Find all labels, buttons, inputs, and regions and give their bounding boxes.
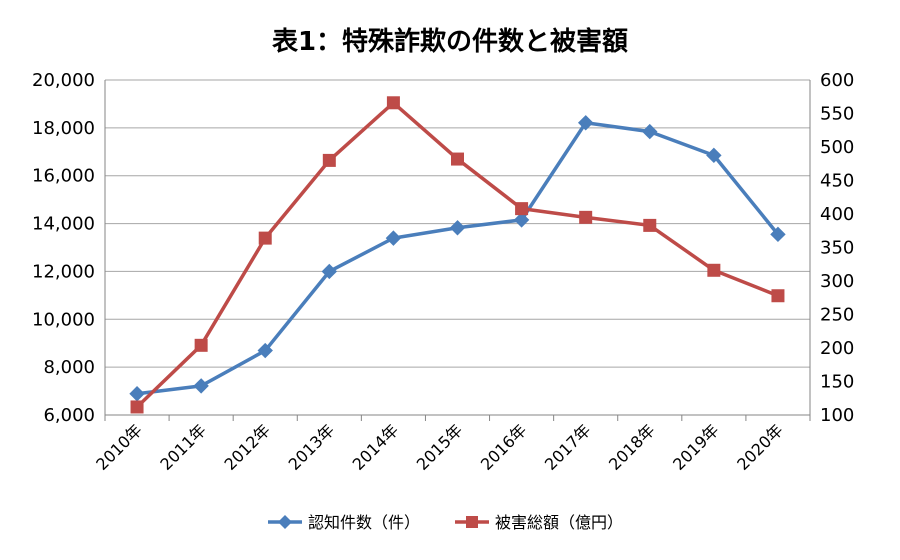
- data-point-diamond: [513, 212, 530, 228]
- right-y-tick-label: 550: [820, 104, 854, 125]
- x-tick-label: 2020年: [733, 420, 787, 474]
- x-tick-label: 2013年: [285, 420, 339, 474]
- left-y-tick-label: 6,000: [43, 405, 95, 426]
- data-point-diamond: [706, 147, 722, 164]
- data-point-diamond: [257, 342, 273, 359]
- data-point-square: [579, 210, 593, 224]
- right-y-axis-ticks: 100 150 200 250 300 350 400 450 500 550 600: [820, 70, 854, 426]
- x-axis-ticks: 2010年 2011年 2012年 2013年 2014年 2015年 2016年 2017年…: [92, 420, 786, 474]
- chart-title: 表1：特殊詐欺の件数と被害額: [272, 26, 628, 57]
- legend-label: 被害総額（億円）: [495, 513, 623, 532]
- data-point-diamond: [129, 386, 145, 402]
- x-tick-label: 2010年: [92, 420, 146, 474]
- data-point-diamond: [642, 123, 658, 140]
- x-tick-label: 2017年: [541, 420, 595, 474]
- x-tick-label: 2012年: [221, 420, 275, 474]
- right-y-tick-label: 200: [820, 338, 854, 359]
- left-y-tick-label: 20,000: [32, 70, 95, 91]
- legend: 認知件数（件） 被害総額（億円）: [268, 513, 623, 532]
- data-point-square: [643, 218, 657, 232]
- right-y-tick-label: 250: [820, 305, 854, 326]
- data-point-square: [194, 338, 208, 352]
- left-y-tick-label: 14,000: [32, 214, 95, 235]
- right-y-tick-label: 500: [820, 137, 854, 158]
- data-point-square: [771, 289, 785, 303]
- left-y-tick-label: 18,000: [32, 118, 95, 139]
- left-y-tick-label: 8,000: [43, 357, 95, 378]
- gridlines: [105, 79, 810, 416]
- right-y-tick-label: 150: [820, 372, 854, 393]
- data-point-square: [130, 400, 144, 414]
- right-y-tick-label: 400: [820, 204, 854, 225]
- data-point-diamond: [770, 226, 786, 243]
- data-point-square: [515, 202, 529, 216]
- right-y-tick-label: 300: [820, 271, 854, 292]
- data-point-square: [451, 152, 464, 166]
- data-point-diamond: [449, 220, 466, 236]
- data-point-diamond: [577, 115, 594, 131]
- right-y-tick-label: 600: [820, 70, 854, 91]
- series-line: [135, 101, 779, 409]
- x-tick-label: 2015年: [413, 420, 467, 474]
- x-tick-label: 2011年: [156, 420, 210, 474]
- data-point-diamond: [321, 263, 338, 280]
- x-tick-label: 2014年: [349, 420, 403, 474]
- left-y-tick-label: 10,000: [32, 309, 95, 330]
- x-tick-label: 2019年: [669, 420, 723, 474]
- series-layer: [129, 96, 786, 414]
- x-tick-label: 2018年: [605, 420, 659, 474]
- left-y-axis-ticks: 6,000 8,000 10,000 12,000 14,000 16,000 18,000…: [32, 70, 95, 426]
- legend-label: 認知件数（件）: [308, 513, 420, 532]
- left-y-tick-label: 16,000: [32, 166, 95, 187]
- axes: [104, 80, 811, 421]
- left-y-tick-label: 12,000: [32, 261, 95, 282]
- data-point-square: [258, 231, 272, 245]
- data-point-square: [386, 96, 400, 110]
- legend-marker-diamond: [278, 515, 292, 529]
- right-y-tick-label: 350: [820, 238, 854, 259]
- right-y-tick-label: 450: [820, 171, 854, 192]
- data-point-diamond: [193, 378, 209, 394]
- data-point-square: [707, 263, 721, 277]
- right-y-tick-label: 100: [820, 405, 854, 426]
- legend-marker-square: [466, 516, 478, 528]
- x-tick-label: 2016年: [477, 420, 531, 474]
- data-point-square: [322, 153, 336, 167]
- data-point-diamond: [385, 230, 402, 246]
